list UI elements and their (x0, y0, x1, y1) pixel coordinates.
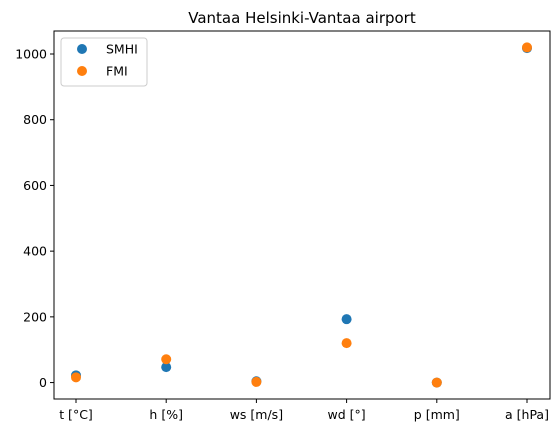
data-point (71, 372, 81, 383)
data-point (522, 42, 532, 53)
legend: SMHI FMI (60, 37, 148, 87)
data-points (71, 42, 532, 388)
y-tick-label: 0 (39, 375, 47, 390)
y-axis: 0 200 400 600 800 1000 (15, 47, 54, 390)
x-tick-label: p [mm] (414, 407, 460, 422)
legend-marker (77, 66, 87, 76)
data-point (161, 362, 172, 373)
y-tick-label: 200 (23, 309, 47, 324)
data-point (341, 338, 352, 349)
y-tick-label: 600 (23, 178, 47, 193)
x-tick-label: ws [m/s] (230, 407, 283, 422)
legend-marker (77, 44, 87, 54)
plot-area (53, 30, 551, 400)
legend-label: SMHI (106, 42, 138, 57)
y-tick-label: 1000 (15, 47, 47, 62)
x-tick-label: a [hPa] (505, 407, 549, 422)
data-point (161, 354, 172, 365)
y-tick-label: 800 (23, 112, 47, 127)
series-fmi (71, 42, 532, 388)
x-tick-label: wd [°] (328, 407, 366, 422)
x-tick-label: h [%] (149, 407, 183, 422)
data-point (251, 376, 262, 387)
data-point (431, 377, 442, 388)
legend-label: FMI (106, 64, 128, 79)
data-point (341, 314, 352, 325)
y-tick-label: 400 (23, 244, 47, 259)
x-tick-label: t [°C] (59, 407, 93, 422)
x-axis: t [°C] h [%] ws [m/s] wd [°] p [mm] a [hPa] (59, 399, 549, 422)
chart-title: Vantaa Helsinki-Vantaa airport (188, 9, 416, 27)
series-smhi (71, 43, 532, 388)
